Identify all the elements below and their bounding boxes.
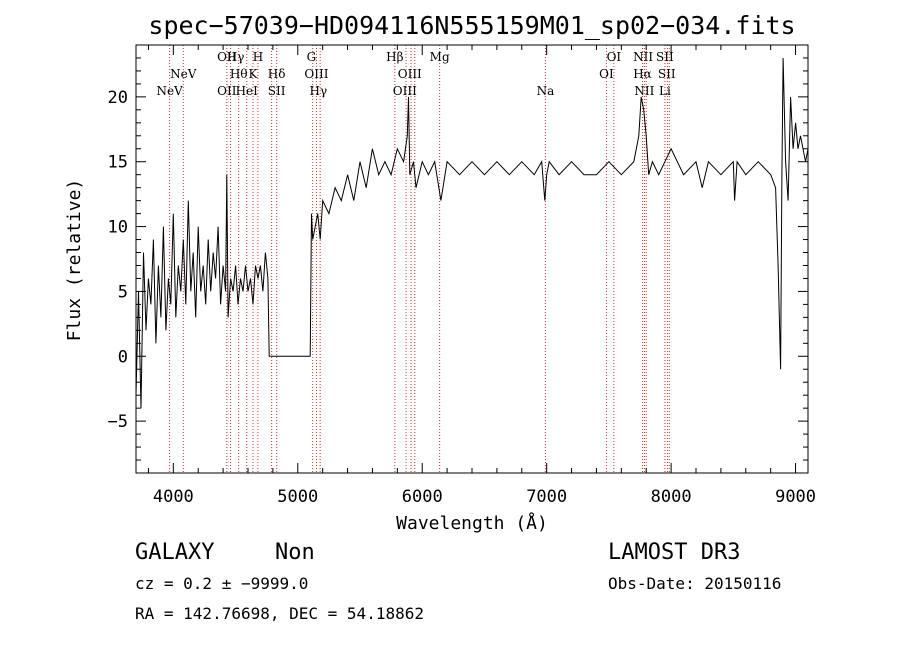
line-label: Hγ (309, 84, 327, 98)
line-label: OIII (398, 67, 422, 81)
chart-title: spec−57039−HD094116N555159M01_sp02−034.f… (148, 11, 795, 40)
coordinates-readout: RA = 142.76698, DEC = 54.18862 (135, 604, 424, 623)
line-label: OIII (304, 67, 328, 81)
y-tick-label: 15 (108, 153, 128, 173)
x-tick-label: 4000 (153, 487, 194, 507)
y-tick-label: 5 (118, 282, 128, 302)
line-label: NII (634, 84, 654, 98)
line-label: Hγ (227, 50, 245, 64)
object-class: GALAXY (135, 540, 214, 565)
y-tick-label: 10 (108, 218, 128, 238)
line-label: OII (217, 84, 237, 98)
redshift-readout: cz = 0.2 ± −9999.0 (135, 574, 308, 593)
x-tick-label: 9000 (775, 487, 816, 507)
line-label: OI (599, 67, 614, 81)
line-markers (169, 45, 670, 473)
line-label: H (253, 50, 263, 64)
x-tick-label: 5000 (277, 487, 318, 507)
plot-frame (135, 44, 809, 474)
line-label: K (248, 67, 258, 81)
x-tick-label: 6000 (402, 487, 443, 507)
y-axis-label: Flux (relative) (64, 179, 85, 342)
y-axis: −5 0 5 10 15 20 (108, 44, 808, 474)
survey-name: LAMOST DR3 (608, 540, 740, 565)
line-label: Hβ (386, 50, 403, 64)
y-tick-label: −5 (108, 412, 128, 432)
line-label: NeV (170, 67, 197, 81)
x-tick-label: 8000 (651, 487, 692, 507)
line-label: Na (537, 84, 555, 98)
line-label: SII (656, 50, 674, 64)
x-tick-label: 7000 (526, 487, 567, 507)
line-label: OII (217, 50, 237, 64)
line-label: OIII (393, 84, 417, 98)
line-label: Li (659, 84, 671, 98)
y-tick-label: 0 (118, 347, 128, 367)
line-label: Mg (430, 50, 450, 64)
line-label: Hα (633, 67, 652, 81)
spectrum-series (135, 57, 809, 409)
observation-date: Obs-Date: 20150116 (608, 574, 781, 593)
y-tick-label: 20 (108, 88, 128, 108)
object-subclass: Non (275, 540, 315, 565)
line-label: G (307, 50, 317, 64)
x-axis: 4000 5000 6000 7000 8000 9000 (147, 45, 816, 507)
line-label: HeI (236, 84, 259, 98)
line-label: NII (633, 50, 653, 64)
line-label: SII (268, 84, 286, 98)
line-label: NeV (156, 84, 183, 98)
x-axis-label: Wavelength (Å) (396, 512, 548, 534)
line-label: Hθ (230, 67, 248, 81)
line-label: SII (658, 67, 676, 81)
line-label: OI (607, 50, 622, 64)
line-label: Hδ (268, 67, 286, 81)
